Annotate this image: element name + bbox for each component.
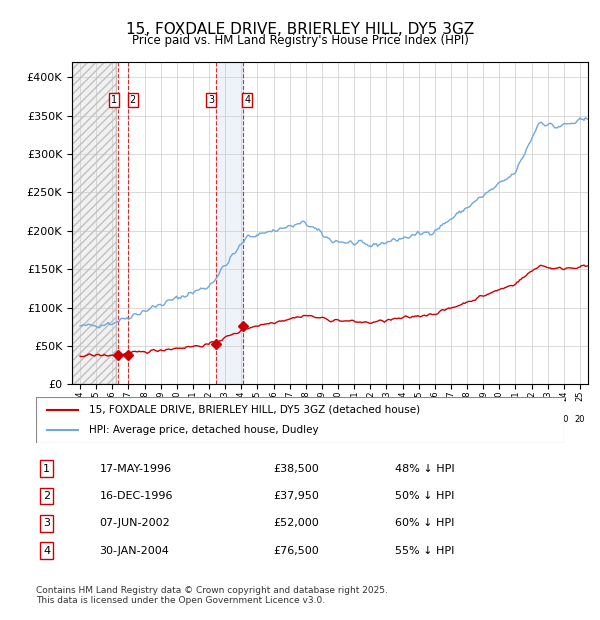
Text: 20: 20 [252,415,263,424]
Text: £52,000: £52,000 [274,518,319,528]
Text: 20: 20 [413,415,424,424]
Text: £76,500: £76,500 [274,546,319,556]
Text: 19: 19 [155,415,166,424]
Text: 55% ↓ HPI: 55% ↓ HPI [395,546,454,556]
Bar [72,62,116,384]
Text: Contains HM Land Registry data © Crown copyright and database right 2025.
This d: Contains HM Land Registry data © Crown c… [36,586,388,605]
Text: 20: 20 [349,415,359,424]
Text: 60% ↓ HPI: 60% ↓ HPI [395,518,454,528]
Text: 20: 20 [204,415,214,424]
Text: 19: 19 [123,415,134,424]
Text: 20: 20 [510,415,521,424]
Text: 15, FOXDALE DRIVE, BRIERLEY HILL, DY5 3GZ (detached house): 15, FOXDALE DRIVE, BRIERLEY HILL, DY5 3G… [89,405,420,415]
Text: 15, FOXDALE DRIVE, BRIERLEY HILL, DY5 3GZ: 15, FOXDALE DRIVE, BRIERLEY HILL, DY5 3G… [126,22,474,37]
Bar [72,62,116,384]
Text: 20: 20 [188,415,198,424]
Text: 1: 1 [43,464,50,474]
Text: 20: 20 [542,415,553,424]
Bar [216,62,242,384]
Text: 17-MAY-1996: 17-MAY-1996 [100,464,172,474]
Text: 20: 20 [236,415,247,424]
Text: 20: 20 [397,415,408,424]
Text: £38,500: £38,500 [274,464,319,474]
Text: 20: 20 [220,415,230,424]
Text: 20: 20 [526,415,537,424]
Text: 20: 20 [430,415,440,424]
Text: 20: 20 [268,415,279,424]
Text: 20: 20 [575,415,585,424]
Text: 1: 1 [110,95,116,105]
Text: 20: 20 [333,415,343,424]
Text: 2: 2 [43,491,50,501]
Text: 19: 19 [107,415,118,424]
Text: 48% ↓ HPI: 48% ↓ HPI [395,464,455,474]
Text: 2: 2 [130,95,136,105]
Text: 20: 20 [462,415,472,424]
Text: 20: 20 [317,415,327,424]
Text: Price paid vs. HM Land Registry's House Price Index (HPI): Price paid vs. HM Land Registry's House … [131,34,469,47]
Text: 50% ↓ HPI: 50% ↓ HPI [395,491,454,501]
Text: 3: 3 [43,518,50,528]
Text: 4: 4 [43,546,50,556]
Text: 20: 20 [494,415,505,424]
Text: 20: 20 [365,415,376,424]
Text: 19: 19 [139,415,150,424]
Text: 20: 20 [446,415,456,424]
Text: HPI: Average price, detached house, Dudley: HPI: Average price, detached house, Dudl… [89,425,319,435]
Text: 3: 3 [208,95,214,105]
Text: 19: 19 [91,415,101,424]
Text: 19: 19 [75,415,85,424]
Text: 4: 4 [244,95,251,105]
Text: 20: 20 [559,415,569,424]
Text: 20: 20 [172,415,182,424]
Text: 20: 20 [478,415,488,424]
Text: 20: 20 [381,415,392,424]
Text: £37,950: £37,950 [274,491,319,501]
Text: 20: 20 [301,415,311,424]
FancyBboxPatch shape [36,397,564,443]
Text: 30-JAN-2004: 30-JAN-2004 [100,546,169,556]
Text: 07-JUN-2002: 07-JUN-2002 [100,518,170,528]
Text: 20: 20 [284,415,295,424]
Text: 16-DEC-1996: 16-DEC-1996 [100,491,173,501]
